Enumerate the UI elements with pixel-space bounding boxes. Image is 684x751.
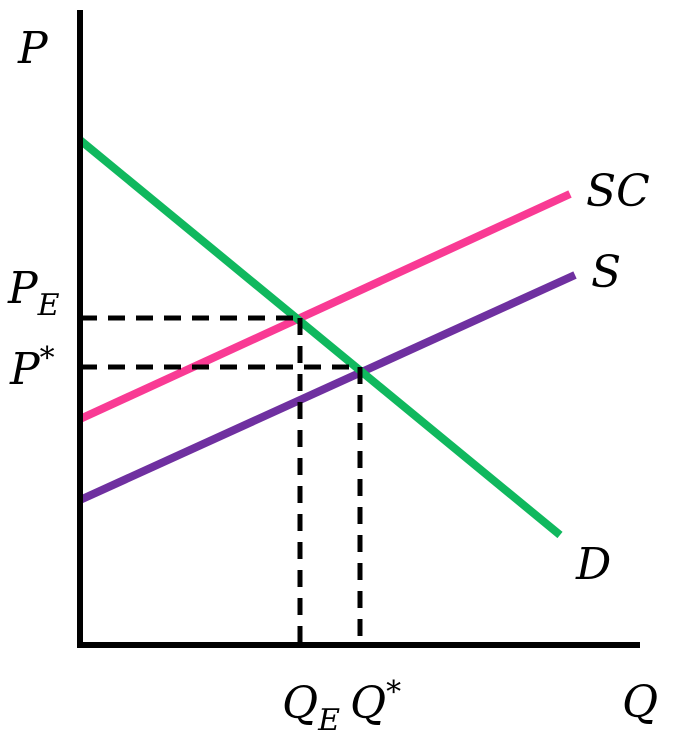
s-curve-label: S <box>591 247 621 298</box>
sc-curve-label: SC <box>586 166 650 217</box>
axes-layer <box>77 10 640 648</box>
quantity-tick-label-star: Q* <box>350 675 401 729</box>
curves-layer <box>77 136 577 539</box>
quantity-tick-label-e: QE <box>282 678 340 738</box>
x-axis-label: Q <box>622 677 658 728</box>
d-curve <box>77 136 563 539</box>
price-tick-label-star: P* <box>9 341 55 395</box>
price-tick-label-e: PE <box>7 263 60 323</box>
y-axis-label: P <box>17 23 49 74</box>
labels-layer: P Q SC S D PE QE P* Q* <box>7 23 658 738</box>
d-curve-label: D <box>575 539 611 590</box>
s-curve <box>78 271 577 504</box>
sc-curve <box>78 190 572 423</box>
guides-layer <box>80 315 363 645</box>
